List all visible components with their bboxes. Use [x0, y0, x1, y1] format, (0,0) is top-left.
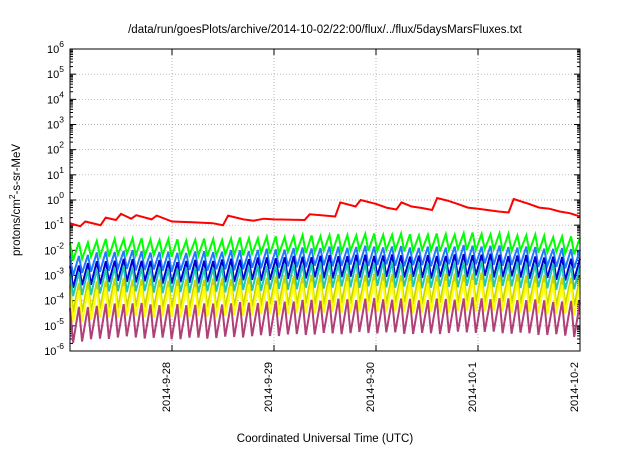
x-tick-label: 2014-9-30: [365, 362, 377, 412]
y-tick-exponent: 2: [59, 140, 64, 150]
y-tick-exponent: -4: [56, 291, 64, 301]
series-line-4: [69, 260, 581, 297]
y-tick-label: 106: [47, 39, 64, 56]
y-tick-base: 10: [47, 69, 59, 81]
y-tick-label: 10-1: [44, 215, 64, 232]
x-axis-label: Coordinated Universal Time (UTC): [237, 433, 414, 445]
data-series: [69, 196, 581, 343]
y-tick-exponent: 1: [59, 165, 64, 175]
y-tick-base: 10: [47, 170, 59, 182]
y-axis-label-superscript: 2: [7, 194, 17, 199]
series-line-0: [69, 196, 581, 228]
y-tick-base: 10: [44, 220, 56, 232]
series-line-2: [69, 244, 581, 276]
y-tick-base: 10: [44, 245, 56, 257]
series-line-3: [69, 253, 581, 288]
y-tick-label: 10-2: [44, 240, 64, 257]
y-tick-exponent: 6: [59, 39, 64, 49]
y-tick-label: 10-5: [44, 316, 64, 333]
y-tick-exponent: 0: [59, 190, 64, 200]
y-tick-base: 10: [47, 195, 59, 207]
y-tick-label: 10-4: [44, 291, 64, 308]
series-line-6: [69, 279, 581, 323]
series-line-1: [69, 229, 581, 263]
y-tick-exponent: -3: [56, 266, 64, 276]
y-tick-exponent: 4: [59, 89, 64, 99]
x-tick-label: 2014-9-28: [161, 362, 173, 412]
y-axis-label-main: protons/cm: [11, 199, 23, 256]
y-tick-base: 10: [44, 296, 56, 308]
x-tick-label: 2014-9-29: [263, 362, 275, 412]
y-tick-base: 10: [47, 44, 59, 56]
series-line-7: [69, 297, 581, 343]
plot-frame: [69, 48, 581, 352]
y-tick-exponent: -1: [56, 215, 64, 225]
y-tick-exponent: -2: [56, 240, 64, 250]
x-tick-label: 2014-10-1: [467, 362, 479, 412]
y-tick-base: 10: [47, 94, 59, 106]
y-tick-exponent: 3: [59, 115, 64, 125]
y-tick-base: 10: [47, 145, 59, 157]
y-tick-label: 100: [47, 190, 64, 207]
y-tick-exponent: -5: [56, 316, 64, 326]
y-tick-label: 103: [47, 115, 64, 132]
y-tick-label: 10-3: [44, 266, 64, 283]
y-axis-label-rest: -s-sr-MeV: [11, 144, 23, 195]
x-tick-labels: 2014-9-28 2014-9-29 2014-9-30 2014-10-1 2014…: [161, 362, 581, 412]
y-tick-base: 10: [44, 321, 56, 333]
y-axis-label: protons/cm2-s-sr-MeV: [7, 144, 23, 256]
y-tick-label: 105: [47, 64, 64, 81]
chart-title: /data/run/goesPlots/archive/2014-10-02/2…: [128, 24, 523, 36]
y-tick-base: 10: [44, 271, 56, 283]
y-tick-exponent: -6: [56, 341, 64, 351]
y-tick-label: 10-6: [44, 341, 64, 358]
y-tick-label: 101: [47, 165, 64, 182]
y-tick-base: 10: [47, 120, 59, 132]
x-tick-label: 2014-10-2: [569, 362, 581, 412]
y-tick-label: 104: [47, 89, 64, 106]
y-tick-base: 10: [44, 346, 56, 358]
y-tick-label: 102: [47, 140, 64, 157]
y-tick-labels: 10610510410310210110010-110-210-310-410-…: [44, 39, 64, 358]
y-tick-exponent: 5: [59, 64, 64, 74]
